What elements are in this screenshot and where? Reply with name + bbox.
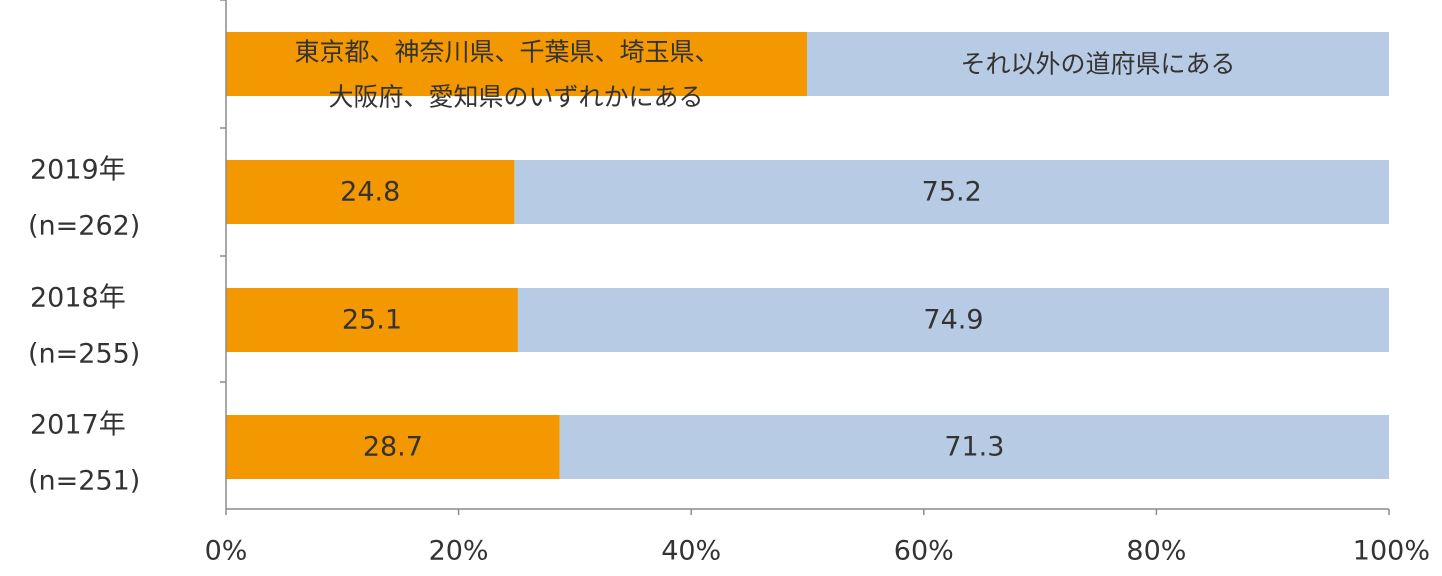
bar-major-prefectures-0: [226, 160, 515, 224]
legend-swatch-orange: [226, 32, 807, 96]
x-tick-label-5: 100%: [1353, 536, 1430, 567]
x-tick-label-2: 40%: [661, 536, 721, 567]
value-label-major-prefectures-0: 24.8: [340, 177, 400, 208]
x-tick-label-3: 60%: [894, 536, 954, 567]
value-label-major-prefectures-1: 25.1: [342, 305, 402, 336]
category-n-label-2: (n=251): [28, 466, 140, 497]
x-tick-label-0: 0%: [205, 536, 248, 567]
bar-major-prefectures-1: [226, 288, 518, 352]
y-axis-ticks: [220, 0, 226, 383]
value-labels: 24.8 75.2 25.1 74.9 28.7 71.3: [340, 177, 1004, 463]
category-year-label-1: 2018年: [30, 283, 126, 314]
x-tick-label-1: 20%: [429, 536, 489, 567]
value-label-other-prefectures-0: 75.2: [922, 177, 982, 208]
bar-major-prefectures-2: [226, 415, 560, 479]
bar-other-prefectures-2: [559, 415, 1389, 479]
category-n-label-0: (n=262): [28, 211, 140, 242]
legend-label-orange-line2: 大阪府、愛知県のいずれかにある: [328, 83, 703, 112]
bars: [226, 160, 1389, 479]
legend-swatch-blue: [807, 32, 1389, 96]
bar-other-prefectures-1: [517, 288, 1389, 352]
legend-label-orange-line1: 東京都、神奈川県、千葉県、埼玉県、: [294, 38, 719, 67]
x-axis-ticks: [225, 509, 1390, 515]
value-label-major-prefectures-2: 28.7: [363, 432, 423, 463]
legend-row: 東京都、神奈川県、千葉県、埼玉県、 大阪府、愛知県のいずれかにある それ以外の道…: [226, 32, 1389, 112]
category-labels: 2019年 (n=262) 2018年 (n=255) 2017年 (n=251): [28, 155, 140, 497]
x-axis-tick-labels: 0% 20% 40% 60% 80% 100%: [205, 536, 1430, 567]
legend-label-blue: それ以外の道府県にある: [960, 50, 1235, 79]
value-label-other-prefectures-2: 71.3: [944, 432, 1004, 463]
category-n-label-1: (n=255): [28, 339, 140, 370]
x-tick-label-4: 80%: [1126, 536, 1186, 567]
category-year-label-0: 2019年: [30, 155, 126, 186]
axes: [225, 0, 1389, 510]
value-label-other-prefectures-1: 74.9: [923, 305, 983, 336]
bar-other-prefectures-0: [514, 160, 1389, 224]
category-year-label-2: 2017年: [30, 410, 126, 441]
